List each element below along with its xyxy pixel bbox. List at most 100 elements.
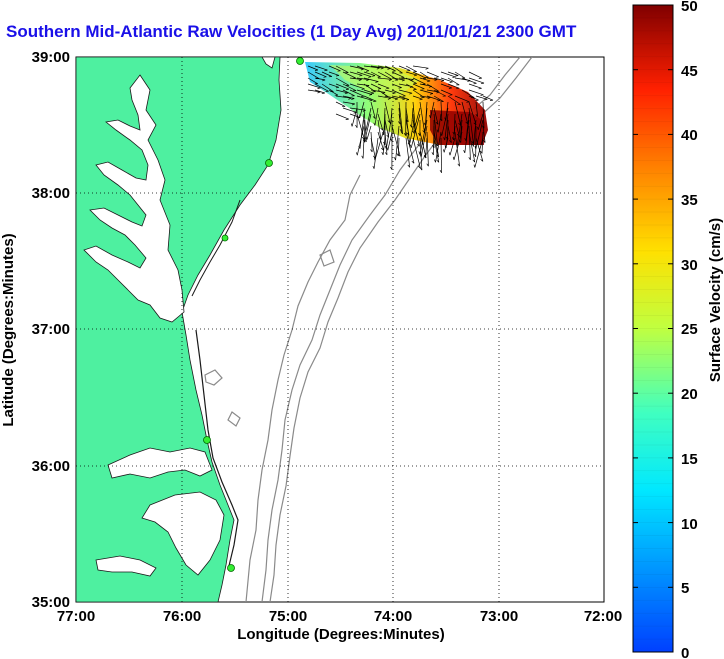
velocity-arrow xyxy=(342,101,355,105)
velocity-arrow xyxy=(374,125,386,161)
velocity-arrowhead xyxy=(435,122,439,125)
velocity-arrowhead xyxy=(449,81,453,83)
velocity-arrowhead xyxy=(477,126,479,130)
velocity-arrowhead xyxy=(345,118,349,120)
velocity-arrowhead xyxy=(406,132,410,136)
velocity-arrowhead xyxy=(372,116,376,119)
velocity-arrowhead xyxy=(427,80,431,83)
velocity-arrowhead xyxy=(405,99,409,101)
velocity-arrowhead xyxy=(431,152,434,156)
velocity-arrow xyxy=(444,113,449,141)
velocity-arrow xyxy=(454,119,460,137)
velocity-arrowhead xyxy=(407,70,411,72)
velocity-arrow xyxy=(468,89,484,96)
velocity-arrow xyxy=(475,95,488,100)
velocity-arrowhead xyxy=(386,87,390,90)
velocity-arrow xyxy=(349,83,365,90)
velocity-arrowhead xyxy=(440,80,445,82)
velocity-arrowhead xyxy=(356,117,361,119)
velocity-arrow xyxy=(342,71,356,79)
velocity-arrow xyxy=(447,77,460,86)
velocity-arrow xyxy=(351,107,358,127)
velocity-arrow xyxy=(307,83,321,89)
colorbar-tick-label: 35 xyxy=(681,192,698,209)
y-axis-label: Latitude (Degrees:Minutes) xyxy=(0,233,17,426)
velocity-arrow xyxy=(377,113,384,131)
velocity-arrow xyxy=(356,125,365,156)
map-title: Southern Mid-Atlantic Raw Velocities (1 … xyxy=(6,22,577,41)
velocity-arrowhead xyxy=(381,147,384,151)
velocity-arrowhead xyxy=(480,159,484,162)
velocity-arrowhead xyxy=(322,79,326,82)
velocity-arrowhead xyxy=(358,114,361,118)
velocity-arrowhead xyxy=(400,131,403,135)
velocity-arrowhead xyxy=(351,98,355,100)
velocity-arrowhead xyxy=(480,94,484,96)
velocity-arrow xyxy=(377,119,382,140)
station-marker xyxy=(265,159,273,167)
velocity-arrowhead xyxy=(368,76,372,78)
velocity-arrowhead xyxy=(419,98,423,101)
velocity-arrow xyxy=(445,131,449,149)
velocity-arrow xyxy=(335,95,352,99)
velocity-arrow xyxy=(440,101,443,121)
velocity-arrowhead xyxy=(386,147,389,151)
velocity-arrow xyxy=(419,95,431,98)
velocity-arrow xyxy=(398,113,403,132)
velocity-arrow xyxy=(473,119,477,147)
velocity-arrowhead xyxy=(426,163,429,167)
velocity-arrow xyxy=(425,137,428,158)
velocity-arrow xyxy=(307,89,321,93)
velocity-arrowhead xyxy=(348,97,352,100)
velocity-arrow xyxy=(373,137,379,169)
velocity-arrow xyxy=(419,131,427,159)
velocity-arrow xyxy=(440,71,456,78)
colorbar-tick-label: 15 xyxy=(681,451,698,468)
velocity-arrowhead xyxy=(463,150,466,154)
velocity-arrow xyxy=(314,89,325,94)
velocity-arrow xyxy=(356,113,365,140)
velocity-arrow xyxy=(374,107,379,126)
velocity-arrow xyxy=(419,89,433,94)
velocity-arrow xyxy=(447,83,460,89)
velocity-arrowhead xyxy=(373,157,376,161)
velocity-arrow xyxy=(398,95,410,100)
velocity-arrow xyxy=(420,125,428,158)
velocity-arrowhead xyxy=(429,93,433,95)
velocity-arrow xyxy=(412,101,416,133)
velocity-arrow xyxy=(464,119,470,153)
velocity-arrow xyxy=(391,71,405,78)
velocity-arrowhead xyxy=(365,70,370,72)
colorbar-gradient xyxy=(632,4,674,653)
velocity-arrow xyxy=(307,71,320,79)
velocity-arrowhead xyxy=(373,155,376,159)
velocity-arrow xyxy=(440,137,442,173)
velocity-arrow xyxy=(397,137,400,157)
velocity-arrow xyxy=(349,77,362,80)
velocity-arrowhead xyxy=(402,98,406,101)
grid-lines xyxy=(76,57,604,602)
velocity-arrow xyxy=(412,137,421,169)
velocity-arrowhead xyxy=(369,94,373,96)
velocity-arrow xyxy=(384,95,398,100)
velocity-arrow xyxy=(314,65,328,71)
velocity-arrowhead xyxy=(478,87,482,90)
velocity-arrowhead xyxy=(380,127,384,131)
albemarle-sound xyxy=(107,447,213,479)
velocity-arrow xyxy=(468,131,476,163)
velocity-arrowhead xyxy=(371,92,375,95)
velocity-arrowhead xyxy=(345,88,349,90)
velocity-arrowhead xyxy=(409,124,412,128)
velocity-arrowhead xyxy=(427,97,431,100)
velocity-arrow xyxy=(370,101,376,119)
velocity-arrow xyxy=(468,125,471,160)
velocity-arrowhead xyxy=(425,67,429,70)
velocity-arrow xyxy=(412,71,427,79)
velocity-arrow xyxy=(377,95,391,99)
velocity-arrowhead xyxy=(388,79,392,82)
velocity-arrow xyxy=(363,89,375,94)
velocity-arrow xyxy=(349,65,364,70)
velocity-arrowhead xyxy=(372,165,375,169)
velocity-arrow xyxy=(447,71,459,76)
velocity-arrow xyxy=(482,95,494,101)
